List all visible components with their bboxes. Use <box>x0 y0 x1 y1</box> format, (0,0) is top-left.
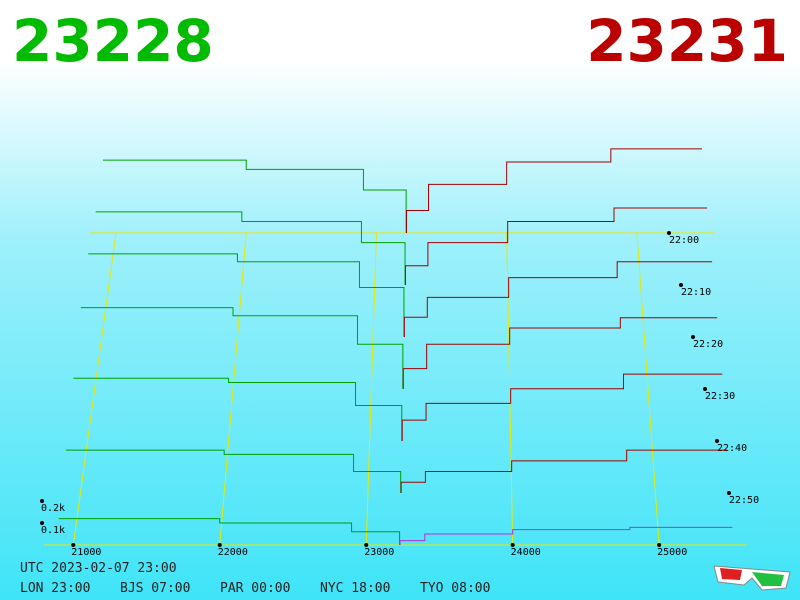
time-tick <box>679 283 683 287</box>
x-tick-label: 25000 <box>657 547 687 558</box>
grid-line <box>506 232 514 546</box>
time-tick <box>667 231 671 235</box>
depth-tick-label: 0.2k <box>41 503 65 514</box>
bid-depth <box>80 307 404 389</box>
time-tick-label: 22:50 <box>729 495 759 506</box>
glasses-icon <box>713 565 791 591</box>
depth-tick <box>40 521 44 525</box>
ask-price: 23231 <box>586 7 788 75</box>
tick-dot <box>364 543 369 547</box>
time-tick-label: 22:20 <box>693 339 723 350</box>
clock: TYO 08:00 <box>420 581 490 596</box>
x-tick-label: 22000 <box>218 547 248 558</box>
time-tick <box>727 491 731 495</box>
time-tick-label: 22:30 <box>705 391 735 402</box>
bid-price: 23228 <box>12 7 214 75</box>
time-tick <box>691 335 695 339</box>
bid-depth <box>58 518 401 545</box>
bid-depth <box>88 253 405 337</box>
x-tick-label: 24000 <box>511 547 541 558</box>
ask-depth <box>399 526 733 545</box>
ask-depth <box>406 148 702 233</box>
time-tick <box>703 387 707 391</box>
grid-line <box>365 232 377 546</box>
ask-depth <box>404 207 708 285</box>
x-tick-label: 23000 <box>364 547 394 558</box>
ask-depth <box>403 261 713 337</box>
clock: LON 23:00 <box>20 581 90 596</box>
depth-tick <box>40 499 44 503</box>
grid-line <box>636 232 660 546</box>
grid-line <box>219 232 247 546</box>
time-tick-label: 22:00 <box>669 235 699 246</box>
grid-line <box>72 232 117 546</box>
bid-depth <box>95 211 406 285</box>
clock: BJS 07:00 <box>120 581 190 596</box>
tick-dot <box>217 543 222 547</box>
x-tick-label: 21000 <box>71 547 101 558</box>
clock: NYC 18:00 <box>320 581 390 596</box>
tick-dot <box>510 543 515 547</box>
ask-depth <box>402 317 718 389</box>
bid-depth <box>66 449 402 493</box>
bid-depth <box>103 159 407 233</box>
tick-dot <box>657 543 662 547</box>
ask-depth <box>400 449 728 493</box>
bid-depth <box>73 377 403 441</box>
clock: PAR 00:00 <box>220 581 290 596</box>
time-tick-label: 22:40 <box>717 443 747 454</box>
tick-dot <box>71 543 76 547</box>
time-tick-label: 22:10 <box>681 287 711 298</box>
ask-depth <box>401 373 723 441</box>
depth-tick-label: 0.1k <box>41 525 65 536</box>
time-tick <box>715 439 719 443</box>
utc-time: UTC 2023-02-07 23:00 <box>20 561 177 576</box>
